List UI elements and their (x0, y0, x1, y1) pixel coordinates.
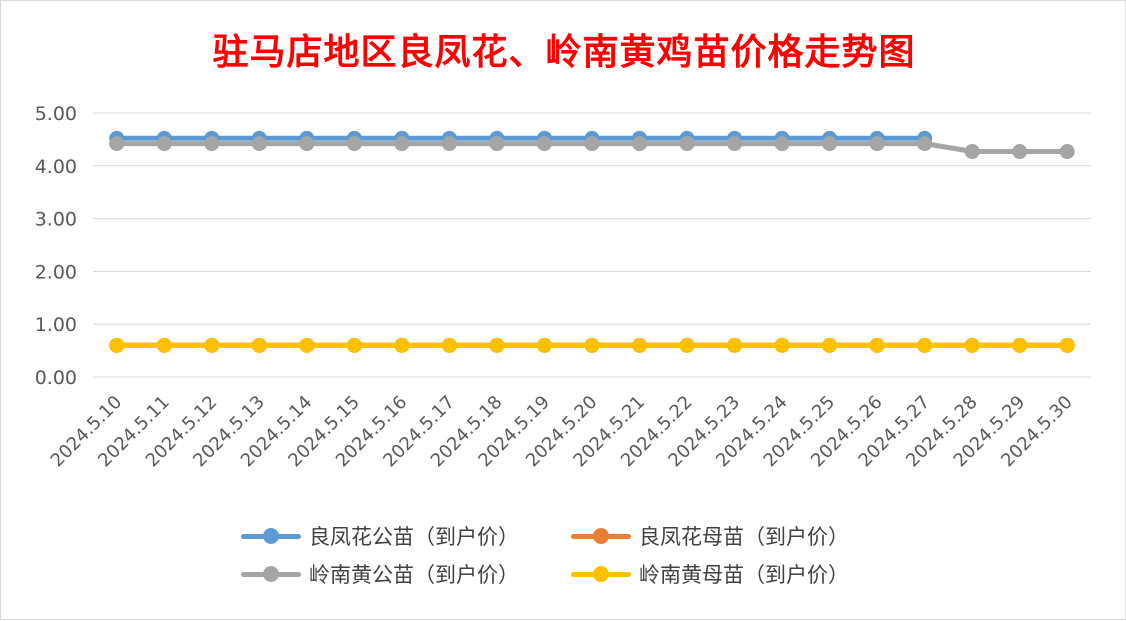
y-tick-label: 0.00 (35, 367, 77, 389)
data-point-s4 (251, 337, 267, 353)
data-point-s3 (822, 136, 838, 152)
data-point-s3 (204, 136, 220, 152)
legend-label: 岭南黄公苗（到户价） (309, 563, 519, 587)
data-point-s4 (489, 337, 505, 353)
data-point-s4 (679, 337, 695, 353)
data-point-s4 (822, 337, 838, 353)
data-point-s3 (109, 136, 125, 152)
data-point-s4 (917, 337, 933, 353)
data-point-s4 (109, 337, 125, 353)
data-point-s3 (489, 136, 505, 152)
data-point-s3 (774, 136, 790, 152)
data-point-s4 (156, 337, 172, 353)
data-point-s4 (346, 337, 362, 353)
y-tick-label: 3.00 (35, 209, 77, 231)
data-point-s3 (869, 136, 885, 152)
y-tick-label: 5.00 (35, 103, 77, 125)
data-point-s4 (584, 337, 600, 353)
data-point-s3 (1012, 144, 1028, 160)
data-point-s3 (156, 136, 172, 152)
data-point-s3 (964, 144, 980, 160)
legend-label: 良凤花母苗（到户价） (639, 525, 849, 549)
data-point-s4 (441, 337, 457, 353)
y-tick-label: 2.00 (35, 261, 77, 283)
data-point-s3 (632, 136, 648, 152)
data-point-s4 (964, 337, 980, 353)
legend-swatch (569, 559, 633, 589)
data-point-s4 (774, 337, 790, 353)
legend-item: 岭南黄母苗（到户价） (569, 559, 849, 589)
legend-label: 良凤花公苗（到户价） (309, 525, 519, 549)
data-point-s4 (869, 337, 885, 353)
data-point-s4 (1059, 337, 1075, 353)
legend-label: 岭南黄母苗（到户价） (639, 563, 849, 587)
data-point-s3 (917, 136, 933, 152)
data-point-s3 (299, 136, 315, 152)
data-point-s4 (204, 337, 220, 353)
y-tick-label: 4.00 (35, 156, 77, 178)
data-point-s3 (251, 136, 267, 152)
y-tick-label: 1.00 (35, 314, 77, 336)
data-point-s4 (632, 337, 648, 353)
data-point-s3 (1059, 144, 1075, 160)
data-point-s4 (536, 337, 552, 353)
legend-swatch (239, 559, 303, 589)
data-point-s3 (536, 136, 552, 152)
data-point-s4 (299, 337, 315, 353)
data-point-s3 (394, 136, 410, 152)
legend-swatch (569, 521, 633, 551)
data-point-s4 (727, 337, 743, 353)
data-point-s4 (394, 337, 410, 353)
chart-title: 驻马店地区良凤花、岭南黄鸡苗价格走势图 (212, 31, 916, 73)
legend-swatch (239, 521, 303, 551)
data-point-s3 (346, 136, 362, 152)
legend-item: 岭南黄公苗（到户价） (239, 559, 519, 589)
data-point-s3 (679, 136, 695, 152)
data-point-s3 (441, 136, 457, 152)
data-point-s3 (727, 136, 743, 152)
legend-item: 良凤花母苗（到户价） (569, 521, 849, 551)
data-point-s3 (584, 136, 600, 152)
legend-item: 良凤花公苗（到户价） (239, 521, 519, 551)
data-point-s4 (1012, 337, 1028, 353)
legend: 良凤花公苗（到户价） 良凤花母苗（到户价） 岭南黄公苗（到户价） 岭南黄母苗（到户价） (239, 521, 939, 601)
